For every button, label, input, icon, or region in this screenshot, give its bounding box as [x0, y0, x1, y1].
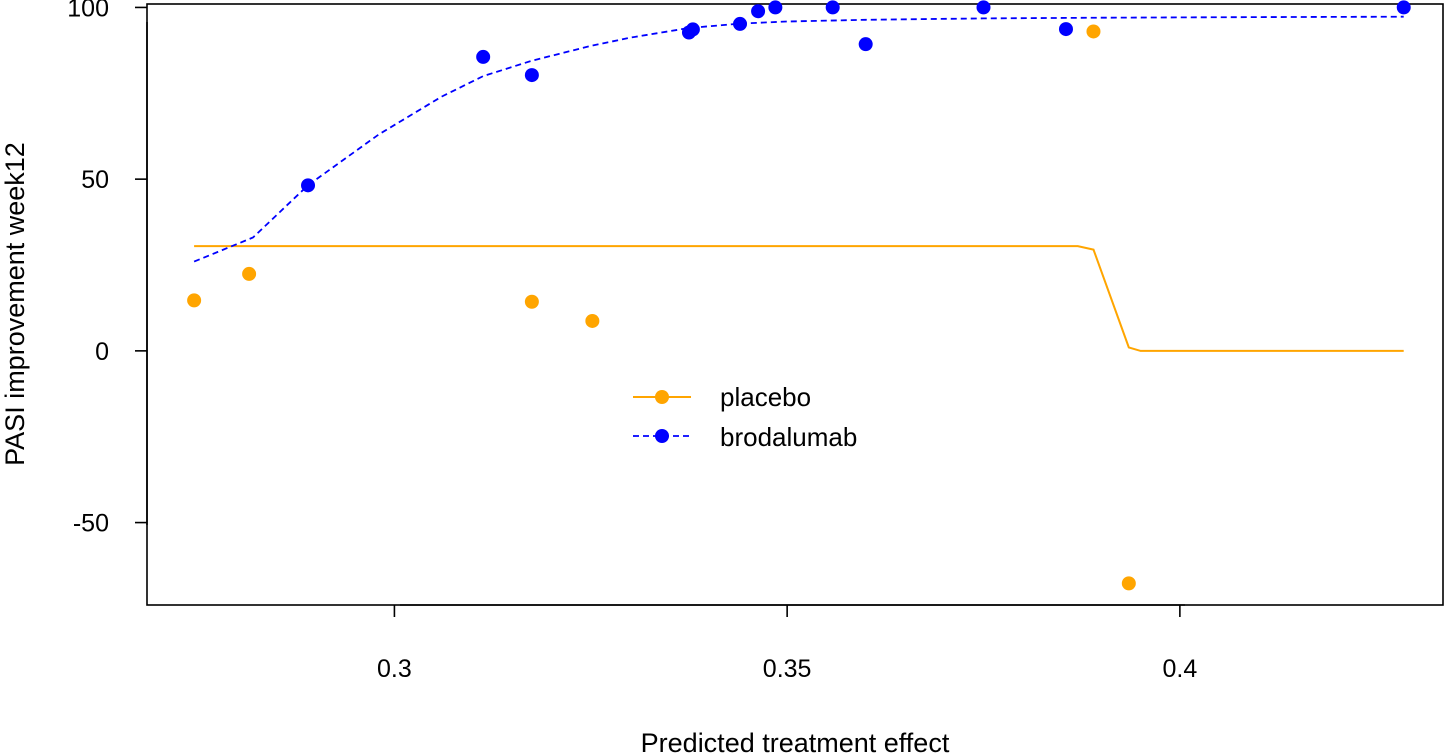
point-brodalumab — [733, 16, 748, 31]
x-axis: 0.3 0.35 0.4 — [377, 604, 1197, 683]
legend-label-brodalumab: brodalumab — [720, 422, 857, 452]
legend-marker-brodalumab — [655, 429, 669, 443]
point-placebo — [1121, 576, 1136, 591]
x-tick-label: 0.4 — [1162, 655, 1197, 683]
plot-frame — [146, 3, 1444, 606]
data-points — [187, 0, 1411, 591]
y-tick-label: 0 — [95, 338, 109, 366]
x-ticks: 0.3 0.35 0.4 — [377, 605, 1197, 683]
point-brodalumab — [476, 49, 491, 64]
fitted-curves — [193, 15, 1404, 352]
point-brodalumab — [825, 0, 840, 15]
curve-placebo — [194, 245, 1404, 352]
point-placebo — [187, 293, 202, 308]
point-brodalumab — [768, 0, 783, 15]
y-tick-label: 100 — [67, 0, 109, 22]
point-brodalumab — [685, 22, 700, 37]
y-axis-title: PASI improvement week12 — [0, 142, 30, 466]
legend-entry-placebo: placebo — [633, 382, 811, 412]
point-brodalumab — [1396, 0, 1411, 15]
point-brodalumab — [524, 68, 539, 83]
point-brodalumab — [1058, 22, 1073, 37]
point-placebo — [242, 266, 257, 281]
point-placebo — [585, 313, 600, 328]
y-ticks: -50 0 50 100 — [67, 0, 147, 538]
x-tick-label: 0.35 — [763, 655, 812, 683]
y-tick-label: -50 — [73, 510, 109, 538]
y-axis: -50 0 50 100 — [67, 0, 148, 538]
point-brodalumab — [858, 37, 873, 52]
x-axis-title: Predicted treatment effect — [641, 728, 950, 755]
point-brodalumab — [976, 0, 991, 15]
x-tick-label: 0.3 — [377, 655, 412, 683]
legend-marker-placebo — [655, 390, 669, 404]
curve-brodalumab — [193, 15, 1404, 263]
point-brodalumab — [751, 4, 766, 19]
point-placebo — [524, 294, 539, 309]
legend: placebo brodalumab — [633, 382, 857, 452]
y-tick-label: 50 — [81, 166, 109, 194]
point-placebo — [1086, 24, 1101, 39]
legend-label-placebo: placebo — [720, 382, 811, 412]
legend-entry-brodalumab: brodalumab — [633, 422, 857, 452]
point-brodalumab — [301, 178, 316, 193]
